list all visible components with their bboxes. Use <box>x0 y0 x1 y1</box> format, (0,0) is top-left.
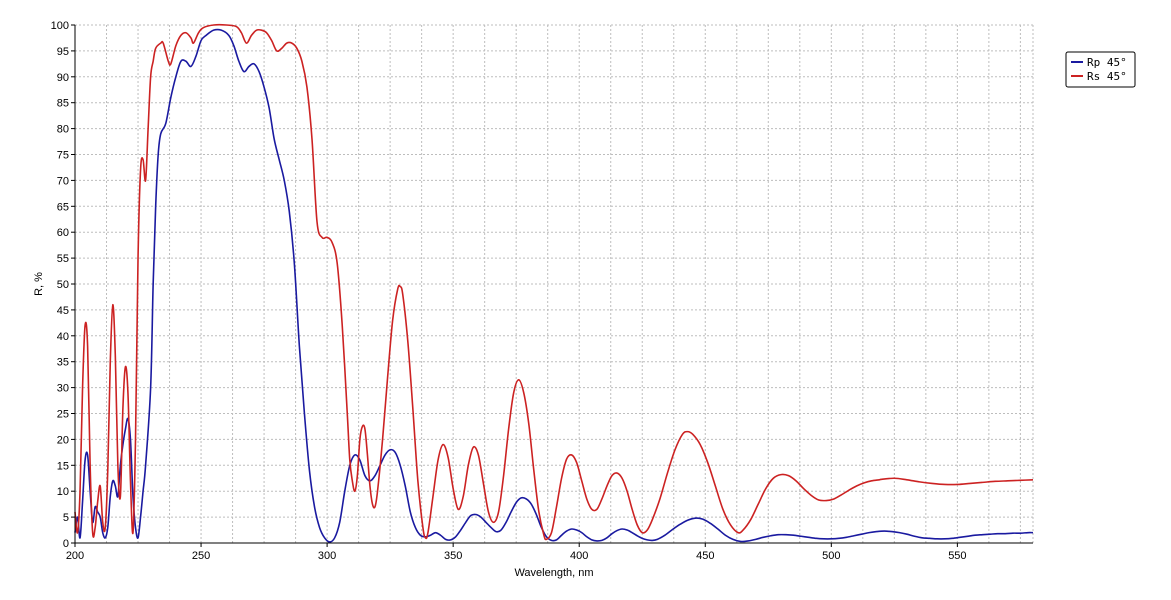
legend: Rp 45° Rs 45° <box>1065 51 1136 88</box>
y-tick-label: 65 <box>57 201 69 213</box>
y-tick-label: 80 <box>57 124 69 136</box>
x-tick-label: 300 <box>318 550 336 562</box>
y-tick-label: 15 <box>57 460 69 472</box>
y-tick-label: 100 <box>51 20 69 32</box>
y-tick-label: 0 <box>63 538 69 550</box>
x-tick-label: 500 <box>822 550 840 562</box>
y-tick-label: 50 <box>57 279 69 291</box>
y-tick-label: 40 <box>57 331 69 343</box>
series-rs-45-line <box>74 23 1034 541</box>
y-axis-label: R, % <box>33 272 45 296</box>
x-tick-label: 400 <box>570 550 588 562</box>
y-tick-label: 35 <box>57 357 69 369</box>
series-rp-45-line <box>74 28 1034 543</box>
x-tick-label: 550 <box>948 550 966 562</box>
x-tick-label: 200 <box>66 550 84 562</box>
x-tick-label: 350 <box>444 550 462 562</box>
y-tick-label: 60 <box>57 227 69 239</box>
x-tick-label: 450 <box>696 550 714 562</box>
legend-label-rs: Rs 45° <box>1087 70 1127 83</box>
y-tick-label: 95 <box>57 46 69 58</box>
y-tick-labels: 0 5 10 15 20 25 30 35 40 45 50 55 60 65 70 75 80 85 90 95 10… <box>51 20 75 550</box>
legend-label-rp: Rp 45° <box>1087 56 1127 69</box>
legend-box <box>1065 51 1136 88</box>
y-tick-label: 20 <box>57 434 69 446</box>
x-tick-label: 250 <box>192 550 210 562</box>
y-tick-label: 45 <box>57 305 69 317</box>
x-axis-label: Wavelength, nm <box>514 567 593 579</box>
y-tick-label: 55 <box>57 253 69 265</box>
y-tick-label: 75 <box>57 150 69 162</box>
y-tick-label: 30 <box>57 383 69 395</box>
y-tick-label: 5 <box>63 512 69 524</box>
series-layer <box>74 23 1034 543</box>
y-tick-label: 10 <box>57 486 69 498</box>
y-tick-label: 70 <box>57 175 69 187</box>
y-tick-label: 25 <box>57 409 69 421</box>
x-tick-labels: 200 250 300 350 400 450 500 550 <box>66 543 967 562</box>
y-tick-label: 90 <box>57 72 69 84</box>
y-tick-label: 85 <box>57 98 69 110</box>
